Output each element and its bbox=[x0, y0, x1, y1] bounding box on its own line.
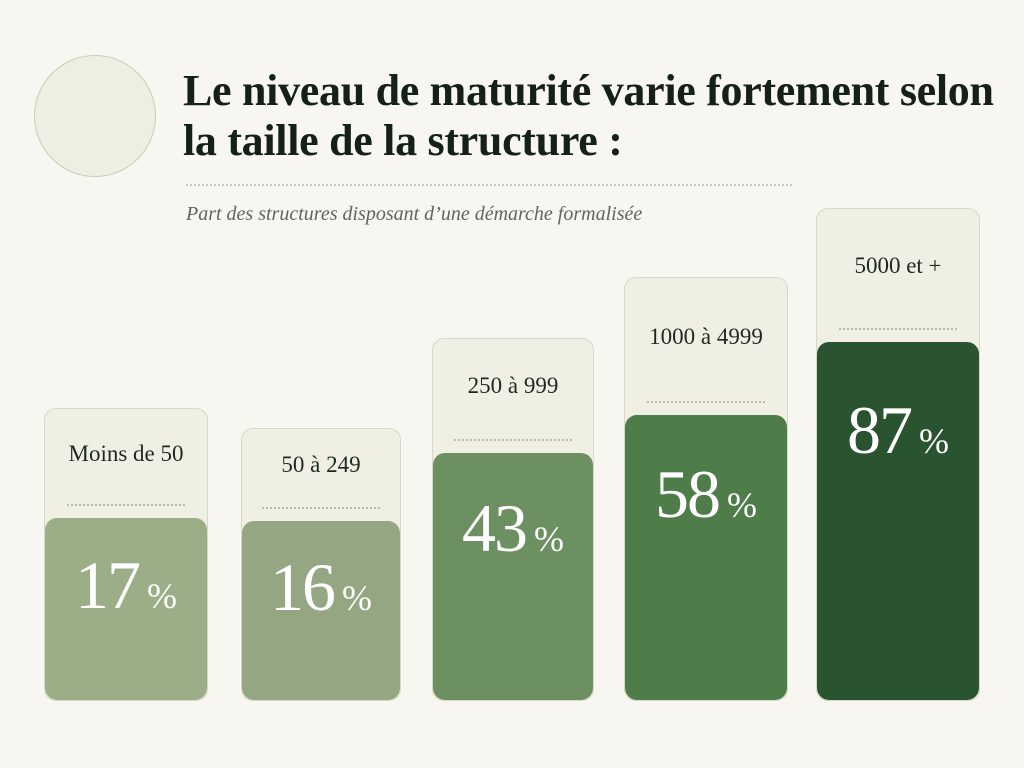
data-label-unit: % bbox=[342, 578, 372, 618]
data-label-value: 17 bbox=[75, 547, 141, 624]
category-label: 5000 et + bbox=[854, 252, 942, 278]
data-label: 58% bbox=[625, 455, 787, 534]
bar: 87% bbox=[817, 342, 979, 700]
bar-card: 50 à 249 16% bbox=[241, 428, 401, 701]
category-label: 250 à 999 bbox=[467, 372, 559, 398]
data-label-unit: % bbox=[727, 485, 757, 526]
bar-card: 250 à 999 43% bbox=[432, 338, 594, 701]
data-label-value: 16 bbox=[270, 549, 336, 625]
bar: 43% bbox=[433, 452, 593, 700]
data-label: 43% bbox=[433, 489, 593, 568]
title-divider bbox=[186, 184, 792, 186]
data-label: 16% bbox=[242, 548, 400, 627]
category-divider bbox=[454, 438, 572, 441]
data-label-value: 58 bbox=[655, 456, 721, 533]
data-label-value: 43 bbox=[462, 489, 528, 566]
category-label: 1000 à 4999 bbox=[649, 323, 763, 349]
category-divider bbox=[647, 401, 765, 404]
chart-title: Le niveau de maturité varie fortement se… bbox=[183, 66, 994, 165]
decorative-circle bbox=[34, 55, 156, 177]
data-label: 17% bbox=[45, 546, 207, 625]
data-label-value: 87 bbox=[847, 392, 913, 469]
bar: 16% bbox=[242, 521, 400, 700]
data-label-unit: % bbox=[534, 518, 564, 559]
bar-card: 1000 à 4999 58% bbox=[624, 277, 788, 701]
bar: 17% bbox=[45, 518, 207, 700]
category-divider bbox=[262, 507, 380, 509]
bar: 58% bbox=[625, 415, 787, 700]
category-label: Moins de 50 bbox=[68, 440, 184, 466]
bar-card: 5000 et + 87% bbox=[816, 208, 980, 701]
chart-subtitle: Part des structures disposant d’une déma… bbox=[186, 203, 643, 225]
bar-card: Moins de 50 17% bbox=[44, 408, 208, 701]
data-label: 87% bbox=[817, 391, 979, 470]
data-label-unit: % bbox=[147, 576, 177, 617]
category-label: 50 à 249 bbox=[281, 452, 361, 477]
data-label-unit: % bbox=[919, 421, 949, 462]
category-divider bbox=[839, 328, 957, 331]
category-divider bbox=[67, 504, 185, 507]
